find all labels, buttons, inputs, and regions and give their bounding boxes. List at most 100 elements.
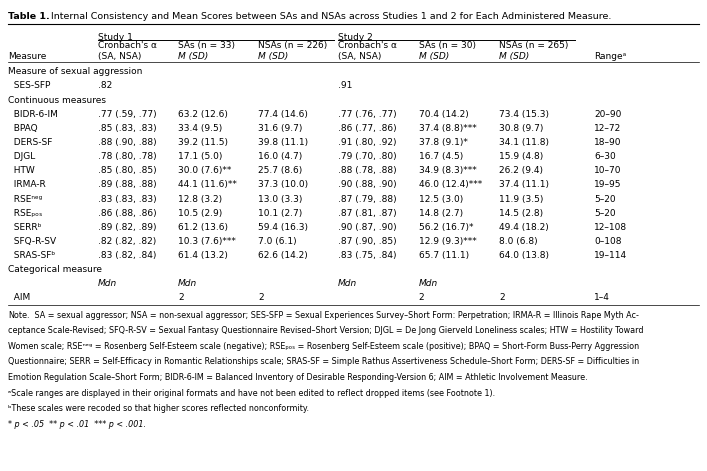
Text: (SA, NSA): (SA, NSA) [98, 52, 141, 61]
Text: .77 (.59, .77): .77 (.59, .77) [98, 110, 156, 119]
Text: 20–90: 20–90 [594, 110, 621, 119]
Text: 5–20: 5–20 [594, 209, 616, 218]
Text: Cronbach's α: Cronbach's α [338, 41, 397, 50]
Text: Continuous measures: Continuous measures [8, 96, 106, 105]
Text: 14.8 (2.7): 14.8 (2.7) [419, 209, 462, 218]
Text: SA = sexual aggressor; NSA = non-sexual aggressor; SES-SFP = Sexual Experiences : SA = sexual aggressor; NSA = non-sexual … [32, 311, 638, 320]
Text: .86 (.88, .86): .86 (.88, .86) [98, 209, 156, 218]
Text: Measure: Measure [8, 52, 46, 61]
Text: 63.2 (12.6): 63.2 (12.6) [178, 110, 228, 119]
Text: Emotion Regulation Scale–Short Form; BIDR-6-IM = Balanced Inventory of Desirable: Emotion Regulation Scale–Short Form; BID… [8, 373, 588, 382]
Text: 62.6 (14.2): 62.6 (14.2) [258, 251, 308, 260]
Text: 8.0 (6.8): 8.0 (6.8) [499, 237, 538, 246]
Text: .90 (.88, .90): .90 (.88, .90) [338, 180, 397, 189]
Text: 18–90: 18–90 [594, 138, 621, 147]
Text: .79 (.70, .80): .79 (.70, .80) [338, 152, 397, 161]
Text: AIM: AIM [8, 293, 30, 302]
Text: 46.0 (12.4)***: 46.0 (12.4)*** [419, 180, 481, 189]
Text: Internal Consistency and Mean Scores between SAs and NSAs across Studies 1 and 2: Internal Consistency and Mean Scores bet… [48, 12, 612, 21]
Text: ᵇThese scales were recoded so that higher scores reflected nonconformity.: ᵇThese scales were recoded so that highe… [8, 404, 309, 413]
Text: .85 (.83, .83): .85 (.83, .83) [98, 124, 156, 133]
Text: Mdn: Mdn [419, 279, 438, 288]
Text: SAs (n = 33): SAs (n = 33) [178, 41, 235, 50]
Text: .89 (.82, .89): .89 (.82, .89) [98, 223, 156, 232]
Text: 59.4 (16.3): 59.4 (16.3) [258, 223, 308, 232]
Text: .88 (.78, .88): .88 (.78, .88) [338, 166, 397, 175]
Text: .83 (.82, .84): .83 (.82, .84) [98, 251, 156, 260]
Text: .77 (.76, .77): .77 (.76, .77) [338, 110, 397, 119]
Text: Mdn: Mdn [178, 279, 197, 288]
Text: .83 (.75, .84): .83 (.75, .84) [338, 251, 397, 260]
Text: .88 (.90, .88): .88 (.90, .88) [98, 138, 156, 147]
Text: RSEⁿᵉᵍ: RSEⁿᵉᵍ [8, 195, 42, 203]
Text: 19–95: 19–95 [594, 180, 621, 189]
Text: Table 1.: Table 1. [8, 12, 49, 21]
Text: 10–70: 10–70 [594, 166, 621, 175]
Text: Study 1: Study 1 [98, 33, 132, 42]
Text: 0–108: 0–108 [594, 237, 621, 246]
Text: 26.2 (9.4): 26.2 (9.4) [499, 166, 543, 175]
Text: 39.8 (11.1): 39.8 (11.1) [258, 138, 308, 147]
Text: 33.4 (9.5): 33.4 (9.5) [178, 124, 223, 133]
Text: Note.: Note. [8, 311, 29, 320]
Text: .89 (.88, .88): .89 (.88, .88) [98, 180, 156, 189]
Text: .83 (.83, .83): .83 (.83, .83) [98, 195, 156, 203]
Text: ceptance Scale-Revised; SFQ-R-SV = Sexual Fantasy Questionnaire Revised–Short Ve: ceptance Scale-Revised; SFQ-R-SV = Sexua… [8, 326, 643, 335]
Text: 37.4 (11.1): 37.4 (11.1) [499, 180, 549, 189]
Text: 56.2 (16.7)*: 56.2 (16.7)* [419, 223, 473, 232]
Text: RSEₚₒₛ: RSEₚₒₛ [8, 209, 42, 218]
Text: 37.3 (10.0): 37.3 (10.0) [258, 180, 308, 189]
Text: .82: .82 [98, 81, 112, 90]
Text: 15.9 (4.8): 15.9 (4.8) [499, 152, 544, 161]
Text: SAs (n = 30): SAs (n = 30) [419, 41, 476, 50]
Text: SRAS-SFᵇ: SRAS-SFᵇ [8, 251, 55, 260]
Text: 7.0 (6.1): 7.0 (6.1) [258, 237, 297, 246]
Text: .82 (.82, .82): .82 (.82, .82) [98, 237, 156, 246]
Text: 2: 2 [499, 293, 505, 302]
Text: BPAQ: BPAQ [8, 124, 37, 133]
Text: BIDR-6-IM: BIDR-6-IM [8, 110, 58, 119]
Text: M (SD): M (SD) [499, 52, 530, 61]
Text: 70.4 (14.2): 70.4 (14.2) [419, 110, 468, 119]
Text: 77.4 (14.6): 77.4 (14.6) [258, 110, 308, 119]
Text: (SA, NSA): (SA, NSA) [338, 52, 381, 61]
Text: 10.3 (7.6)***: 10.3 (7.6)*** [178, 237, 236, 246]
Text: 2: 2 [419, 293, 424, 302]
Text: Categorical measure: Categorical measure [8, 265, 102, 274]
Text: .86 (.77, .86): .86 (.77, .86) [338, 124, 397, 133]
Text: 34.1 (11.8): 34.1 (11.8) [499, 138, 549, 147]
Text: Study 2: Study 2 [338, 33, 373, 42]
Text: 64.0 (13.8): 64.0 (13.8) [499, 251, 549, 260]
Text: .85 (.80, .85): .85 (.80, .85) [98, 166, 156, 175]
Text: 1–4: 1–4 [594, 293, 609, 302]
Text: .78 (.80, .78): .78 (.80, .78) [98, 152, 156, 161]
Text: M (SD): M (SD) [419, 52, 449, 61]
Text: 12–108: 12–108 [594, 223, 627, 232]
Text: SFQ-R-SV: SFQ-R-SV [8, 237, 56, 246]
Text: 6–30: 6–30 [594, 152, 616, 161]
Text: 19–114: 19–114 [594, 251, 627, 260]
Text: 12.9 (9.3)***: 12.9 (9.3)*** [419, 237, 477, 246]
Text: 17.1 (5.0): 17.1 (5.0) [178, 152, 223, 161]
Text: Mdn: Mdn [98, 279, 117, 288]
Text: 37.4 (8.8)***: 37.4 (8.8)*** [419, 124, 477, 133]
Text: 11.9 (3.5): 11.9 (3.5) [499, 195, 544, 203]
Text: 44.1 (11.6)**: 44.1 (11.6)** [178, 180, 237, 189]
Text: SES-SFP: SES-SFP [8, 81, 50, 90]
Text: .91: .91 [338, 81, 352, 90]
Text: Mdn: Mdn [338, 279, 357, 288]
Text: 12.8 (3.2): 12.8 (3.2) [178, 195, 222, 203]
Text: M (SD): M (SD) [178, 52, 209, 61]
Text: 25.7 (8.6): 25.7 (8.6) [258, 166, 303, 175]
Text: 30.0 (7.6)**: 30.0 (7.6)** [178, 166, 231, 175]
Text: 65.7 (11.1): 65.7 (11.1) [419, 251, 469, 260]
Text: 16.7 (4.5): 16.7 (4.5) [419, 152, 463, 161]
Text: .87 (.79, .88): .87 (.79, .88) [338, 195, 397, 203]
Text: .91 (.80, .92): .91 (.80, .92) [338, 138, 397, 147]
Text: ᵃScale ranges are displayed in their original formats and have not been edited t: ᵃScale ranges are displayed in their ori… [8, 389, 495, 398]
Text: 34.9 (8.3)***: 34.9 (8.3)*** [419, 166, 477, 175]
Text: 49.4 (18.2): 49.4 (18.2) [499, 223, 549, 232]
Text: SERRᵇ: SERRᵇ [8, 223, 41, 232]
Text: 12–72: 12–72 [594, 124, 621, 133]
Text: 39.2 (11.5): 39.2 (11.5) [178, 138, 228, 147]
